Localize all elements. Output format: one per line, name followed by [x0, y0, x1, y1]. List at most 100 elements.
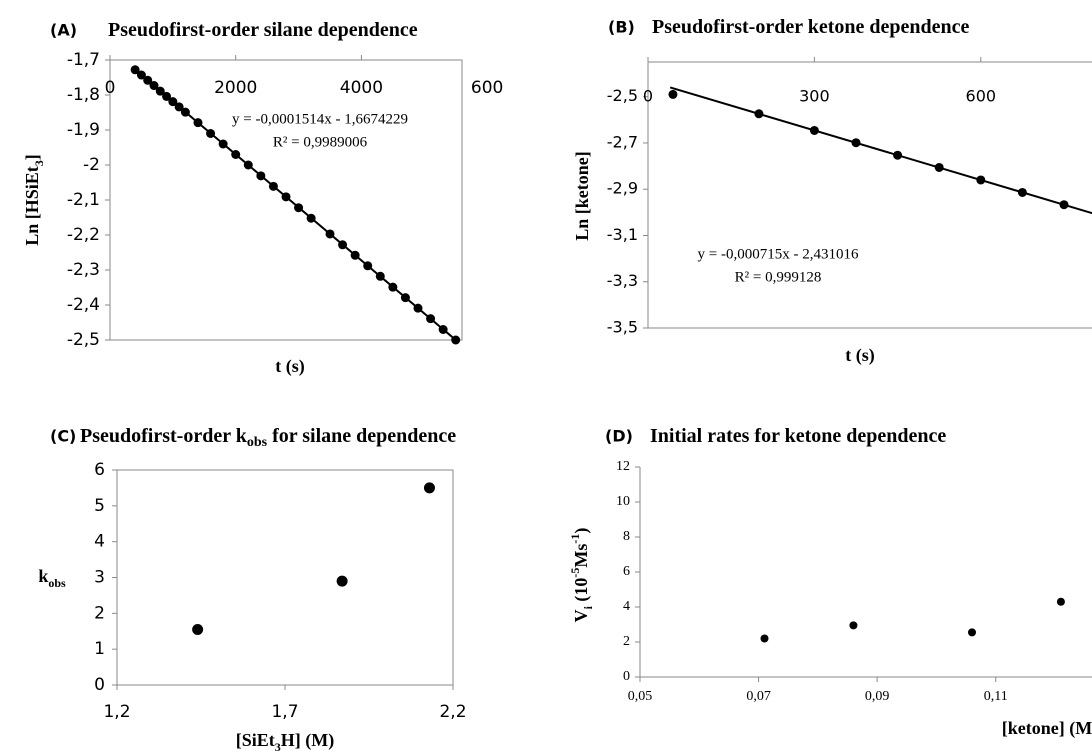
trendline-equation: R² = 0,9989006 — [273, 134, 368, 150]
x-axis-label: [SiEt3H] (M) — [236, 730, 335, 751]
x-tick-label: 0 — [105, 78, 116, 98]
trendline-equation: y = -0,0001514x - 1,6674229 — [232, 111, 408, 127]
y-tick-label: 5 — [94, 496, 105, 516]
y-axis-label-part: 3 — [32, 160, 46, 166]
chart-title-part: Pseudofirst-order ketone dependence — [652, 16, 969, 38]
chart-title-part: Pseudofirst-order k — [80, 425, 248, 447]
data-point — [1056, 597, 1065, 606]
x-tick-label: 300 — [799, 87, 830, 106]
x-axis-label: t (s) — [845, 345, 875, 366]
trendline-equation: y = -0,000715x - 2,431016 — [698, 246, 859, 262]
y-axis-label-part: ) — [571, 528, 592, 534]
y-axis-label-part: i — [581, 605, 595, 609]
y-tick-label: -3,5 — [607, 318, 638, 337]
y-axis-label: Vi (10-5Ms-1) — [568, 528, 595, 623]
y-tick-label: 3 — [94, 568, 105, 588]
y-axis-label-part: k — [38, 566, 48, 586]
y-tick-label: -2,2 — [67, 225, 100, 245]
y-tick-label: 6 — [623, 564, 630, 579]
y-axis-label: kobs — [38, 566, 66, 590]
y-axis-label-part: (10 — [571, 578, 592, 607]
y-tick-label: -2,3 — [67, 260, 100, 280]
y-axis-label-part: Ln [HSiEt — [22, 166, 42, 246]
data-point — [668, 89, 678, 99]
y-axis-label-part: Ln [ketone] — [572, 151, 592, 241]
x-axis-label-part: 3 — [275, 740, 281, 751]
y-tick-label: -2,1 — [67, 190, 100, 210]
y-axis-label-part: Ms — [571, 544, 591, 568]
y-axis-label-part: V — [571, 609, 591, 622]
x-tick-label: 2,2 — [439, 702, 466, 722]
x-axis-label-part: [SiEt — [236, 730, 275, 750]
chart-title-part: Pseudofirst-order silane dependence — [108, 19, 418, 41]
x-tick-label: 2000 — [214, 78, 257, 98]
x-tick-label: 1,2 — [103, 702, 130, 722]
x-tick-label: 0,11 — [984, 689, 1008, 704]
y-tick-label: -2,5 — [67, 330, 100, 350]
x-tick-label: 0,09 — [865, 689, 890, 704]
data-point — [423, 482, 435, 494]
y-tick-label: -1,7 — [67, 50, 100, 70]
x-tick-label: 1,7 — [271, 702, 298, 722]
x-tick-label: 600 — [471, 78, 503, 98]
x-tick-label: 0,05 — [628, 689, 653, 704]
x-tick-label: 0,07 — [746, 689, 771, 704]
chart-title-part: Initial rates for ketone dependence — [650, 425, 946, 447]
y-axis-label: Ln [ketone] — [572, 151, 592, 241]
data-point — [968, 628, 976, 637]
panel-label: (B) — [608, 18, 635, 37]
data-point — [336, 575, 348, 587]
y-tick-label: 0 — [94, 675, 105, 695]
y-tick-label: -2 — [83, 155, 100, 175]
y-tick-label: 2 — [94, 603, 105, 623]
y-tick-label: 1 — [94, 639, 105, 659]
chart-title: Pseudofirst-order ketone dependence — [652, 16, 969, 38]
chart-title-part: obs — [247, 435, 268, 450]
data-point — [760, 634, 769, 643]
y-tick-label: 12 — [616, 459, 630, 474]
x-axis-label-part: t (s) — [845, 345, 875, 366]
y-tick-label: 10 — [616, 494, 630, 509]
y-tick-label: -2,9 — [607, 179, 638, 198]
trendline — [131, 66, 458, 340]
y-tick-label: 2 — [623, 634, 630, 649]
plot-frame — [116, 469, 454, 686]
x-tick-label: 600 — [966, 87, 997, 106]
y-tick-label: 0 — [623, 669, 630, 684]
y-axis-label-part: -5 — [568, 568, 582, 578]
trendline-equation: R² = 0,999128 — [735, 269, 822, 285]
trendline — [669, 86, 1092, 215]
data-point — [192, 623, 204, 635]
x-axis-label-part: t (s) — [275, 356, 305, 377]
chart-title: Pseudofirst-order kobs for silane depend… — [80, 425, 456, 451]
panel-label: (A) — [50, 21, 77, 40]
x-axis-label-part: H] (M) — [281, 730, 334, 751]
y-axis-label-part: ] — [22, 154, 42, 160]
y-tick-label: -3,1 — [607, 225, 638, 244]
x-tick-label: 4000 — [340, 78, 383, 98]
y-tick-label: -2,7 — [607, 132, 638, 151]
x-axis-label: t (s) — [275, 356, 305, 377]
x-axis-label: [ketone] (M) — [1002, 718, 1092, 739]
panel-label: (C) — [50, 427, 76, 446]
x-tick-label: 0 — [643, 87, 653, 106]
y-axis-label-part: -1 — [568, 534, 582, 544]
chart-title-part: for silane dependence — [267, 425, 456, 447]
data-point — [849, 621, 858, 630]
plot-frame — [647, 61, 1092, 329]
y-axis-label-part: obs — [48, 576, 66, 590]
chart-title: Pseudofirst-order silane dependence — [108, 19, 418, 41]
y-tick-label: -1,8 — [67, 85, 100, 105]
y-tick-label: -3,3 — [607, 271, 638, 290]
y-tick-label: -2,4 — [67, 295, 100, 315]
y-tick-label: 4 — [94, 532, 105, 552]
y-tick-label: 4 — [623, 599, 630, 614]
y-tick-label: 6 — [94, 460, 105, 480]
y-tick-label: 8 — [623, 529, 630, 544]
panel-label: (D) — [605, 427, 633, 446]
y-tick-label: -2,5 — [607, 86, 638, 105]
chart-title: Initial rates for ketone dependence — [650, 425, 946, 447]
y-tick-label: -1,9 — [67, 120, 100, 140]
y-axis-label: Ln [HSiEt3] — [22, 154, 46, 246]
